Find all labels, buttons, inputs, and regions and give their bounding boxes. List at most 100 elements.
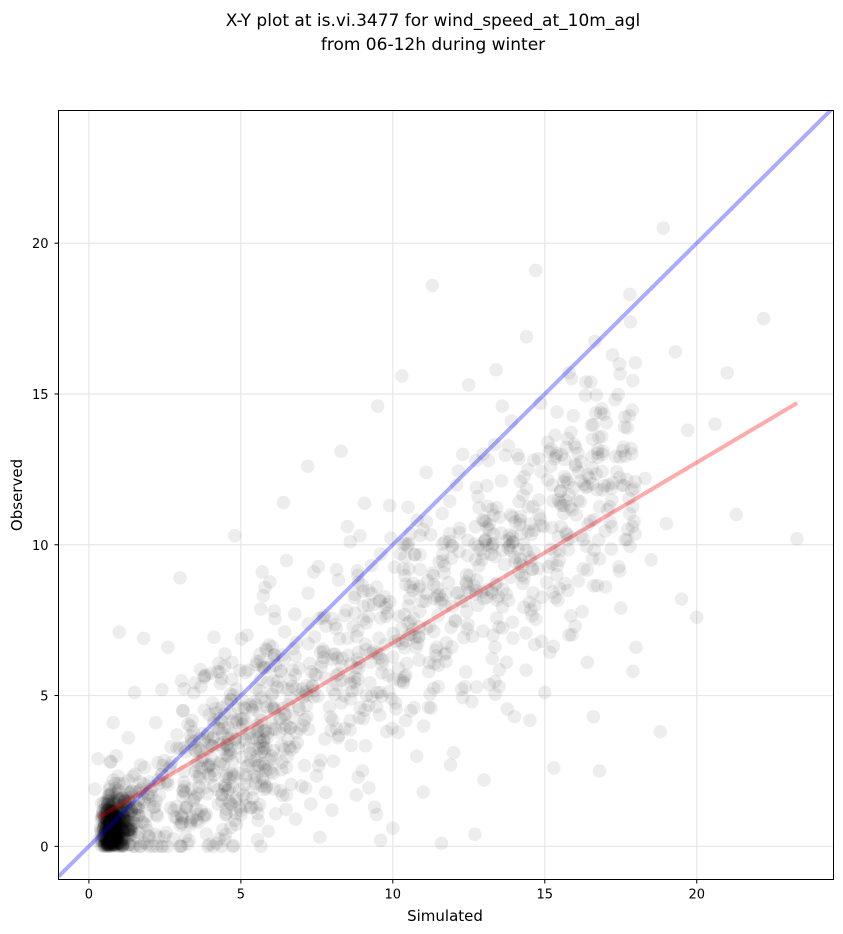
data-point bbox=[163, 759, 178, 773]
data-point bbox=[622, 491, 636, 506]
data-point bbox=[95, 829, 110, 843]
data-point bbox=[584, 418, 599, 433]
data-point bbox=[382, 685, 396, 699]
data-point bbox=[103, 826, 118, 841]
data-point bbox=[603, 515, 618, 529]
data-point bbox=[608, 449, 623, 464]
data-point bbox=[189, 758, 203, 773]
data-point bbox=[131, 808, 145, 823]
data-point bbox=[103, 804, 118, 818]
data-point bbox=[119, 815, 134, 829]
data-point bbox=[108, 808, 123, 823]
data-point bbox=[174, 809, 189, 824]
data-point bbox=[406, 622, 421, 637]
data-point bbox=[255, 772, 270, 786]
data-point bbox=[268, 751, 282, 766]
data-point bbox=[113, 804, 128, 818]
data-point bbox=[193, 662, 208, 677]
data-point bbox=[598, 580, 613, 594]
data-point bbox=[454, 682, 469, 696]
data-point bbox=[316, 650, 331, 665]
data-point bbox=[369, 807, 384, 822]
data-point bbox=[290, 736, 305, 750]
data-point bbox=[421, 664, 436, 679]
data-point bbox=[373, 547, 388, 561]
data-point bbox=[224, 820, 238, 835]
data-point bbox=[276, 701, 290, 716]
data-point bbox=[486, 527, 501, 542]
data-point bbox=[231, 766, 245, 781]
data-point bbox=[151, 755, 165, 770]
data-point bbox=[471, 539, 485, 554]
data-point bbox=[162, 761, 176, 776]
data-point bbox=[258, 641, 273, 656]
data-point bbox=[236, 711, 250, 726]
data-point bbox=[161, 640, 175, 655]
data-point bbox=[419, 587, 434, 601]
data-point bbox=[268, 722, 282, 737]
data-point bbox=[245, 791, 260, 805]
data-point bbox=[121, 815, 135, 829]
data-point bbox=[103, 820, 118, 834]
data-point bbox=[364, 558, 379, 573]
data-point bbox=[97, 830, 112, 845]
data-point bbox=[575, 604, 589, 619]
data-point bbox=[243, 698, 257, 712]
data-point bbox=[110, 791, 125, 805]
data-point bbox=[112, 625, 127, 640]
data-point bbox=[224, 655, 239, 670]
data-point bbox=[251, 719, 266, 733]
data-point bbox=[378, 600, 393, 615]
data-point bbox=[117, 802, 131, 817]
data-point bbox=[214, 839, 229, 854]
data-point bbox=[341, 648, 355, 663]
data-point bbox=[115, 838, 130, 852]
data-point bbox=[256, 724, 271, 738]
data-point bbox=[519, 663, 533, 677]
x-tick-label: 5 bbox=[237, 888, 245, 903]
data-point bbox=[347, 590, 361, 605]
data-point bbox=[459, 575, 474, 589]
data-point bbox=[100, 814, 114, 829]
data-point bbox=[277, 652, 291, 667]
data-point bbox=[195, 726, 210, 741]
data-point bbox=[512, 494, 526, 509]
data-point bbox=[110, 830, 125, 844]
data-point bbox=[104, 839, 118, 854]
data-point bbox=[573, 494, 588, 509]
data-point bbox=[591, 442, 605, 457]
data-point bbox=[219, 807, 234, 821]
data-point bbox=[215, 787, 230, 802]
data-point bbox=[432, 587, 447, 602]
data-point bbox=[501, 540, 516, 555]
data-point bbox=[300, 710, 314, 724]
data-point bbox=[112, 792, 126, 806]
data-point bbox=[234, 803, 248, 817]
data-point bbox=[114, 837, 129, 851]
data-point bbox=[514, 526, 529, 541]
data-point bbox=[436, 547, 450, 562]
data-point bbox=[273, 664, 288, 679]
data-point bbox=[286, 710, 301, 724]
data-point bbox=[604, 542, 619, 556]
data-point bbox=[401, 536, 416, 551]
data-point bbox=[118, 794, 132, 808]
data-point bbox=[213, 676, 228, 691]
data-point bbox=[274, 664, 288, 678]
data-point bbox=[492, 620, 506, 634]
data-point bbox=[356, 599, 370, 613]
data-point bbox=[104, 835, 119, 850]
data-point bbox=[125, 819, 140, 834]
data-point bbox=[103, 817, 117, 831]
data-point bbox=[110, 833, 124, 848]
data-point bbox=[225, 714, 240, 728]
data-point bbox=[237, 777, 252, 792]
data-point bbox=[553, 484, 568, 498]
data-point bbox=[173, 818, 187, 833]
data-point bbox=[167, 810, 182, 824]
data-point bbox=[107, 826, 121, 841]
data-point bbox=[565, 502, 579, 517]
data-point bbox=[102, 783, 117, 797]
data-point bbox=[314, 753, 328, 768]
data-point bbox=[107, 821, 122, 836]
